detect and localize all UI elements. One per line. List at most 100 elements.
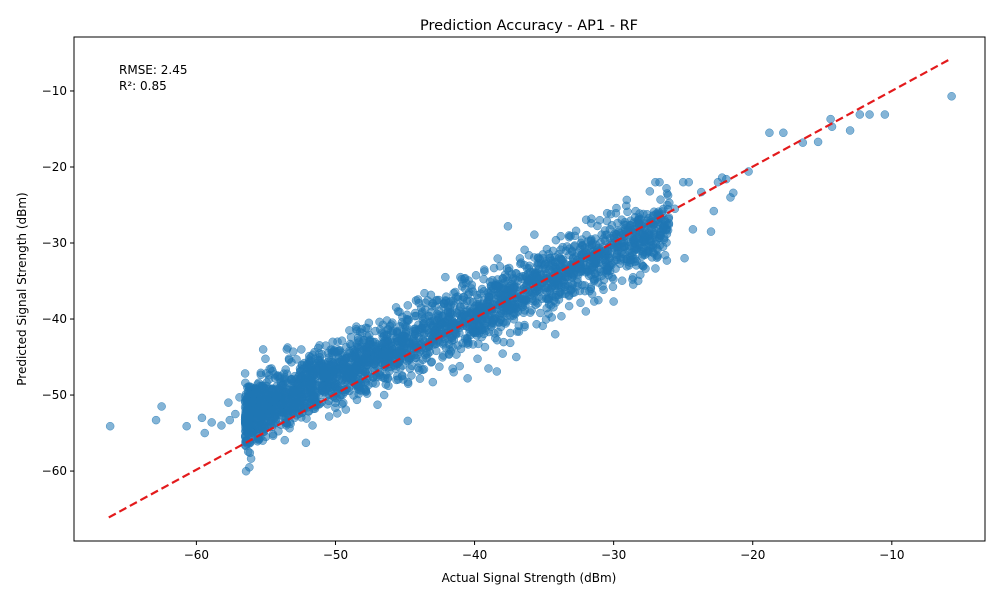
- data-point: [310, 347, 319, 357]
- data-point: [499, 306, 509, 315]
- data-point: [258, 345, 268, 354]
- data-point: [709, 206, 719, 216]
- data-point: [197, 413, 207, 423]
- data-point: [420, 288, 429, 298]
- data-point: [630, 243, 639, 252]
- data-point: [304, 407, 314, 416]
- data-point: [602, 216, 612, 226]
- data-point: [443, 307, 453, 316]
- data-point: [516, 259, 525, 269]
- data-point: [492, 335, 502, 345]
- data-point: [613, 226, 623, 235]
- data-point: [557, 311, 566, 321]
- data-point: [231, 409, 240, 419]
- data-point: [364, 318, 374, 328]
- data-point: [356, 386, 366, 395]
- data-point: [602, 265, 612, 275]
- data-point: [157, 402, 166, 411]
- data-point: [357, 343, 366, 352]
- data-point: [245, 463, 254, 472]
- data-point: [586, 236, 595, 246]
- data-point: [270, 404, 280, 414]
- data-point: [855, 110, 865, 119]
- data-point: [245, 419, 254, 429]
- data-point: [660, 250, 670, 260]
- data-point: [655, 177, 664, 187]
- data-point: [321, 385, 331, 395]
- data-point: [335, 392, 344, 401]
- data-point: [249, 390, 258, 399]
- data-point: [403, 301, 413, 310]
- data-point: [182, 421, 191, 431]
- data-point: [573, 278, 583, 287]
- data-point: [564, 301, 574, 311]
- data-point: [337, 336, 347, 345]
- data-point: [308, 421, 317, 430]
- chart-title: Prediction Accuracy - AP1 - RF: [420, 18, 638, 34]
- data-point: [449, 367, 458, 377]
- data-point: [654, 220, 663, 229]
- y-tick-label: −20: [42, 160, 67, 174]
- data-point: [352, 361, 362, 371]
- data-point: [512, 327, 522, 336]
- data-point: [633, 237, 643, 246]
- data-point: [362, 349, 371, 358]
- data-point: [489, 316, 498, 325]
- data-point: [465, 324, 474, 334]
- data-point: [427, 302, 437, 311]
- data-point: [509, 308, 519, 318]
- data-point: [456, 344, 466, 354]
- data-point: [505, 328, 515, 338]
- data-point: [289, 394, 298, 403]
- data-point: [638, 228, 648, 238]
- data-point: [570, 288, 579, 297]
- data-point: [534, 292, 544, 301]
- data-point: [398, 371, 407, 380]
- data-point: [200, 428, 209, 438]
- data-point: [452, 329, 461, 338]
- r2-annotation: R²: 0.85: [119, 79, 167, 93]
- x-tick-label: −30: [601, 548, 626, 562]
- data-point: [381, 345, 390, 354]
- data-point: [617, 243, 626, 252]
- data-point: [634, 218, 643, 228]
- data-point: [235, 393, 244, 402]
- data-point: [428, 377, 438, 387]
- data-point: [472, 290, 482, 300]
- data-point: [376, 372, 386, 381]
- data-point: [460, 273, 470, 283]
- data-point: [396, 334, 406, 344]
- data-point: [328, 337, 337, 347]
- data-point: [373, 400, 382, 409]
- data-point: [638, 262, 648, 271]
- data-point: [521, 300, 530, 310]
- data-point: [267, 364, 276, 373]
- data-point: [495, 280, 504, 289]
- data-point: [305, 368, 315, 378]
- data-point: [292, 355, 301, 364]
- data-point: [608, 282, 618, 292]
- data-point: [448, 342, 458, 352]
- data-point: [392, 375, 401, 385]
- data-point: [389, 344, 398, 354]
- data-point: [274, 426, 283, 436]
- data-point: [630, 257, 639, 267]
- data-point: [277, 400, 286, 410]
- data-point: [589, 276, 599, 286]
- data-point: [581, 260, 591, 270]
- data-point: [306, 356, 315, 366]
- data-point: [550, 329, 560, 339]
- data-point: [320, 369, 329, 378]
- data-point: [629, 280, 638, 289]
- data-point: [403, 416, 413, 426]
- data-point: [576, 298, 585, 307]
- data-point: [407, 361, 416, 370]
- data-point: [371, 326, 380, 336]
- data-point: [425, 347, 435, 357]
- data-point: [575, 256, 585, 266]
- data-point: [589, 257, 598, 266]
- data-point: [261, 400, 270, 410]
- data-point: [415, 328, 425, 337]
- data-point: [530, 230, 539, 239]
